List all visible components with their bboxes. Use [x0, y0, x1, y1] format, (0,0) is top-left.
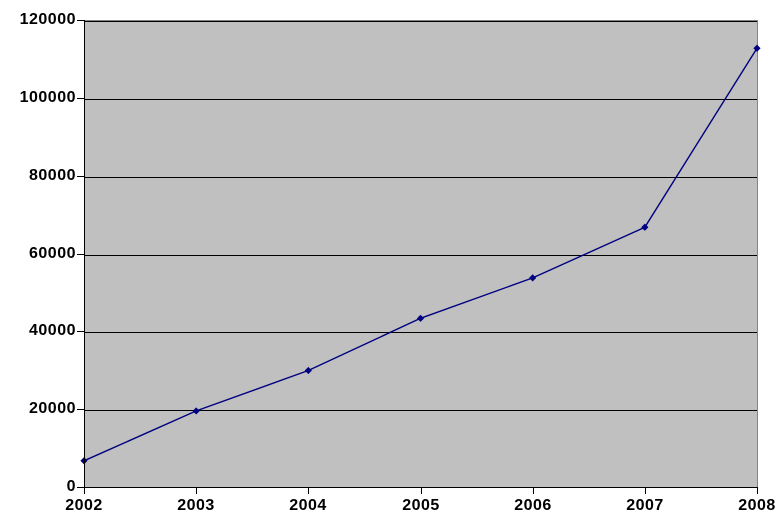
x-tick-label: 2002 [65, 497, 103, 514]
x-tick-mark [308, 488, 309, 494]
x-tick-label: 2008 [738, 497, 776, 514]
x-tick-mark [84, 488, 85, 494]
x-tick-label: 2003 [177, 497, 215, 514]
plot-area [80, 20, 761, 488]
x-tick-label: 2005 [402, 497, 440, 514]
x-tick-mark [645, 488, 646, 494]
x-axis-line [84, 487, 758, 488]
y-tick-mark [77, 176, 84, 177]
y-tick-label: 100000 [19, 89, 76, 106]
line-chart-svg [80, 21, 761, 465]
x-tick-mark [533, 488, 534, 494]
y-tick-label: 0 [66, 478, 76, 495]
y-tick-mark [77, 98, 84, 99]
data-point-marker [753, 44, 761, 52]
x-tick-mark [421, 488, 422, 494]
data-point-marker [304, 366, 312, 375]
x-tick-mark [196, 488, 197, 494]
x-tick-label: 2004 [289, 497, 327, 514]
data-point-marker [529, 274, 537, 282]
x-tick-mark [757, 488, 758, 494]
data-point-marker [641, 223, 649, 231]
y-tick-label: 80000 [29, 167, 76, 184]
x-tick-label: 2007 [626, 497, 664, 514]
x-tick-label: 2006 [514, 497, 552, 514]
y-tick-label: 20000 [29, 400, 76, 417]
data-line [83, 47, 758, 462]
data-point-marker [192, 407, 200, 415]
data-point-marker [416, 314, 425, 322]
y-tick-mark [77, 20, 84, 21]
y-tick-mark [77, 487, 84, 488]
y-tick-mark [77, 254, 84, 255]
y-tick-label: 40000 [29, 322, 76, 339]
y-tick-mark [77, 331, 84, 332]
y-tick-label: 120000 [19, 11, 76, 28]
y-tick-mark [77, 409, 84, 410]
y-tick-label: 60000 [29, 245, 76, 262]
y-axis-line [84, 20, 85, 488]
